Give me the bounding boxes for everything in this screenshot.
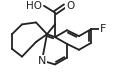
Text: N: N bbox=[38, 56, 46, 66]
Text: O: O bbox=[66, 1, 74, 11]
Text: HO: HO bbox=[26, 1, 42, 11]
Text: F: F bbox=[100, 24, 106, 34]
